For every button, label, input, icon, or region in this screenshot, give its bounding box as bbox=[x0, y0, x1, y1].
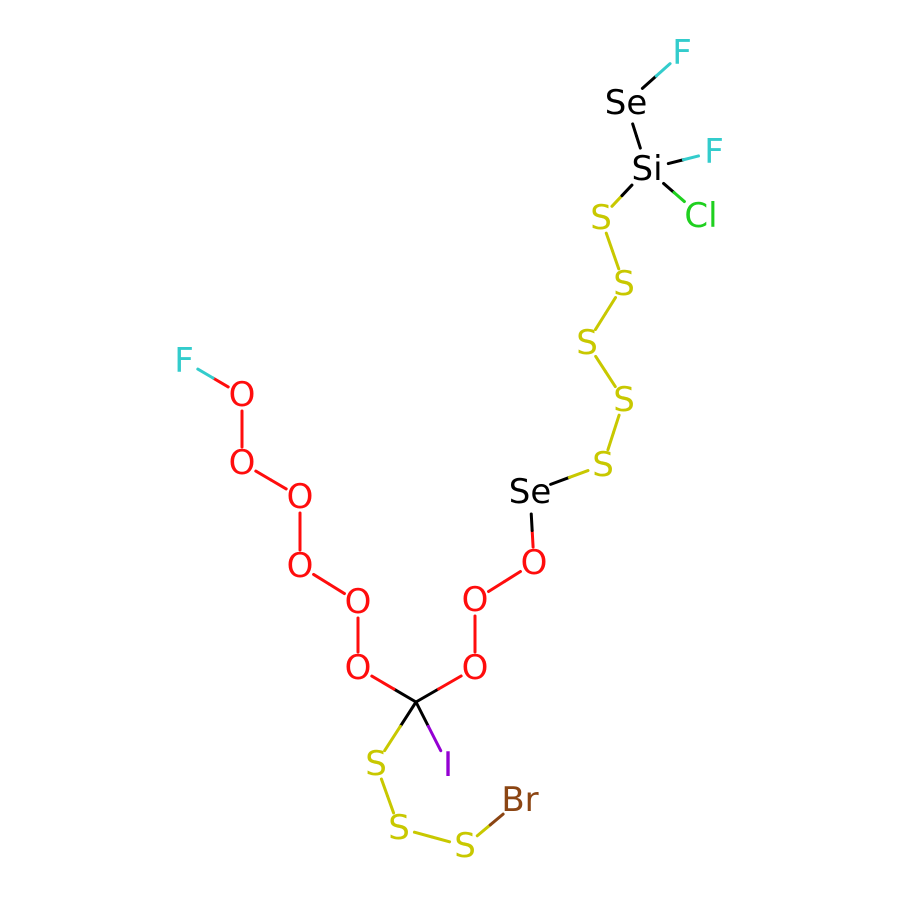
bond-half bbox=[398, 700, 418, 728]
bond-C1-S6 bbox=[383, 700, 418, 753]
bond-S4-S5 bbox=[604, 231, 621, 271]
atom-label-o9: O bbox=[521, 543, 548, 583]
bond-half bbox=[383, 724, 402, 753]
bond-half bbox=[487, 580, 506, 593]
atom-label-cl1: Cl bbox=[684, 196, 717, 236]
atom-label-o6: O bbox=[229, 375, 256, 415]
bond-C1-O1 bbox=[370, 674, 418, 704]
bond-S1-S2 bbox=[606, 413, 621, 452]
atom-label-i1: I bbox=[443, 745, 453, 785]
bond-half bbox=[379, 777, 389, 798]
bond-half bbox=[392, 687, 418, 704]
bond-S3-S4 bbox=[594, 296, 617, 331]
atom-label-f2: F bbox=[704, 132, 724, 172]
bond-S6-S7 bbox=[379, 777, 396, 815]
bond-half bbox=[437, 674, 463, 691]
bond-half bbox=[430, 835, 452, 844]
bond-half bbox=[254, 469, 273, 482]
bond-half bbox=[654, 62, 672, 78]
bond-O8-O9 bbox=[487, 570, 522, 593]
atom-label-si1: Si bbox=[631, 149, 662, 189]
bond-half bbox=[604, 370, 617, 389]
bond-O9-Se1 bbox=[529, 512, 535, 549]
bond-O4-O5 bbox=[254, 469, 288, 491]
bond-half bbox=[549, 475, 571, 486]
bond-layer bbox=[196, 62, 700, 844]
atom-label-s2: S bbox=[613, 380, 635, 420]
atom-label-o5: O bbox=[229, 443, 256, 483]
bond-half bbox=[414, 687, 441, 704]
bond-half bbox=[475, 823, 492, 838]
bond-half bbox=[567, 469, 590, 479]
bond-half bbox=[426, 724, 443, 753]
bond-O2-O3 bbox=[312, 572, 346, 596]
bond-half bbox=[412, 830, 434, 839]
bond-Si1-F2 bbox=[666, 154, 700, 166]
bond-half bbox=[620, 183, 634, 198]
bond-O6-F1 bbox=[196, 367, 230, 389]
bond-S8-Br1 bbox=[475, 812, 505, 838]
atom-label-o4: O bbox=[287, 477, 314, 517]
atom-label-o3: O bbox=[287, 546, 314, 586]
bond-C1-O7 bbox=[414, 674, 463, 704]
atom-label-f1: F bbox=[174, 341, 194, 381]
bond-half bbox=[594, 354, 607, 373]
bond-half bbox=[672, 191, 686, 204]
atom-label-br1: Br bbox=[501, 780, 538, 820]
atom-label-se2: Se bbox=[605, 83, 648, 123]
atom-label-s4: S bbox=[613, 264, 635, 304]
bond-half bbox=[666, 158, 685, 166]
bond-half bbox=[211, 376, 230, 389]
atom-label-s1: S bbox=[592, 445, 614, 485]
bond-Se1-S1 bbox=[549, 469, 590, 486]
bond-half bbox=[681, 154, 700, 162]
atom-label-f3: F bbox=[672, 33, 692, 73]
bond-half bbox=[196, 367, 215, 380]
bond-half bbox=[269, 478, 288, 491]
bond-Si1-Cl1 bbox=[662, 181, 686, 204]
bond-half bbox=[604, 231, 614, 253]
bond-half bbox=[312, 572, 331, 586]
atom-label-o1: O bbox=[345, 648, 372, 688]
atom-label-o2: O bbox=[345, 582, 372, 622]
bond-half bbox=[631, 122, 638, 138]
atom-label-o8: O bbox=[462, 580, 489, 620]
bond-half bbox=[386, 794, 396, 815]
bond-half bbox=[606, 431, 615, 452]
bond-C1-I1 bbox=[414, 700, 443, 753]
bond-Se2-F3 bbox=[640, 62, 672, 90]
bond-half bbox=[611, 249, 621, 271]
atom-label-se1: Se bbox=[509, 472, 552, 512]
bond-S5-Si1 bbox=[610, 183, 634, 208]
bond-half bbox=[529, 512, 534, 532]
atom-label-o7: O bbox=[462, 648, 489, 688]
bond-half bbox=[635, 134, 642, 150]
bond-half bbox=[503, 570, 522, 583]
atom-label-s3: S bbox=[576, 323, 598, 363]
bond-half bbox=[488, 812, 505, 827]
bond-half bbox=[414, 700, 430, 728]
bond-half bbox=[594, 312, 607, 331]
atom-label-s5: S bbox=[590, 198, 612, 238]
bond-S2-S3 bbox=[594, 354, 617, 389]
bond-half bbox=[530, 528, 535, 549]
bond-half bbox=[327, 582, 346, 596]
atom-label-s6: S bbox=[365, 744, 387, 784]
atom-label-s7: S bbox=[388, 808, 410, 848]
bond-half bbox=[370, 674, 396, 691]
atom-label-s8: S bbox=[454, 826, 476, 866]
bond-half bbox=[662, 181, 676, 194]
bond-S7-S8 bbox=[412, 830, 452, 844]
bond-half bbox=[612, 413, 621, 434]
bond-Si1-Se2 bbox=[631, 122, 642, 150]
bond-half bbox=[604, 296, 617, 315]
bond-half bbox=[640, 74, 658, 90]
bond-half bbox=[610, 194, 624, 208]
